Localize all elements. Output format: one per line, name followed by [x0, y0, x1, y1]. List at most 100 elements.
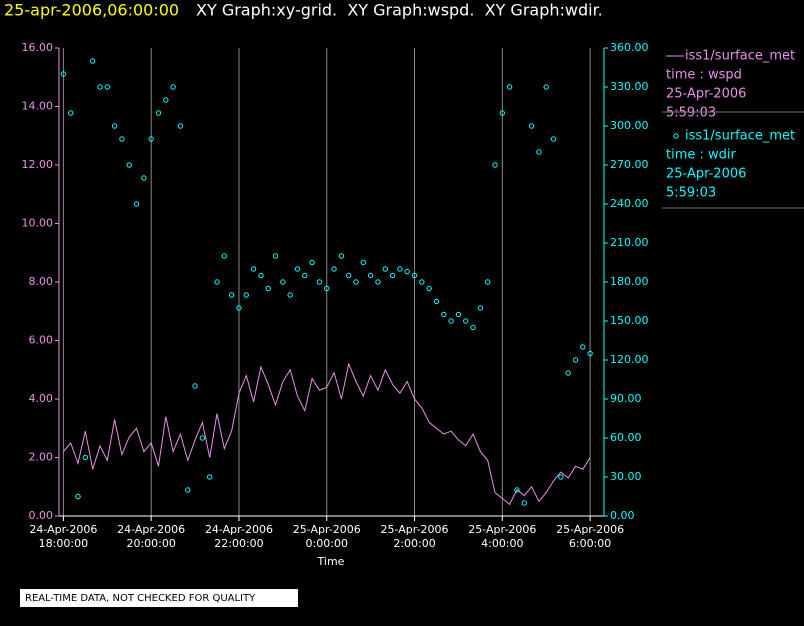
data-point — [214, 279, 220, 285]
data-point — [206, 474, 213, 480]
legend-field: time : wdir — [666, 148, 737, 163]
x-tick-label: 24-Apr-2006 — [117, 523, 185, 536]
data-point — [506, 84, 513, 90]
legend-name: iss1/surface_met — [685, 129, 795, 144]
data-point — [133, 201, 140, 207]
data-point — [111, 123, 118, 129]
note-box — [20, 589, 298, 607]
y2-tick-label: 180.00 — [610, 275, 649, 288]
data-point — [470, 324, 476, 331]
data-point — [221, 253, 228, 259]
data-point — [558, 474, 564, 480]
data-point — [580, 344, 586, 350]
data-point — [287, 292, 293, 298]
chart-title: XY Graph:xy-grid. XY Graph:wspd. XY Grap… — [196, 1, 603, 20]
data-point — [82, 454, 89, 461]
data-point — [360, 259, 367, 266]
data-point — [572, 357, 579, 363]
y2-tick-label: 360.00 — [610, 41, 649, 54]
data-point — [550, 136, 557, 142]
y2-tick-label: 330.00 — [610, 80, 649, 93]
data-point — [141, 175, 147, 181]
y-tick-label: 12.00 — [22, 158, 54, 171]
y-tick-label: 10.00 — [22, 217, 54, 230]
y-tick-label: 8.00 — [29, 275, 54, 288]
data-point — [441, 311, 447, 318]
y2-tick-label: 0.00 — [610, 509, 635, 522]
legend-time: 5:59:03 — [666, 186, 716, 201]
data-point — [302, 272, 308, 279]
x-tick-label: 25-Apr-2006 — [468, 523, 536, 536]
data-point — [97, 84, 103, 90]
data-point — [338, 253, 345, 259]
y-tick-label: 6.00 — [29, 334, 54, 347]
y2-tick-label: 210.00 — [610, 236, 649, 249]
data-point — [89, 58, 96, 64]
data-point — [543, 84, 549, 90]
y2-tick-label: 300.00 — [610, 119, 649, 132]
legend-field: time : wspd — [666, 68, 742, 83]
x-tick-label: 0:00:00 — [306, 537, 348, 550]
timestamp: 25-apr-2006,06:00:00 — [4, 1, 179, 20]
x-tick-label: 24-Apr-2006 — [29, 523, 97, 536]
x-tick-label: 24-Apr-2006 — [205, 523, 273, 536]
x-tick-label: 4:00:00 — [481, 537, 523, 550]
data-point — [331, 266, 337, 272]
data-point — [499, 110, 506, 116]
x-tick-label: 18:00:00 — [39, 537, 88, 550]
data-point — [163, 97, 169, 103]
data-point — [236, 305, 242, 311]
data-point — [324, 285, 330, 292]
legend-time: 5:59:03 — [666, 106, 716, 121]
data-point — [185, 487, 191, 493]
data-point — [367, 272, 374, 279]
data-point — [258, 272, 264, 279]
data-point — [528, 123, 535, 129]
x-tick-label: 22:00:00 — [214, 537, 263, 550]
y2-tick-label: 60.00 — [610, 431, 642, 444]
data-point — [521, 500, 527, 506]
data-point — [353, 279, 359, 285]
data-point — [389, 272, 396, 279]
data-point — [250, 266, 257, 272]
data-point — [280, 279, 286, 285]
data-point — [463, 318, 469, 324]
y2-tick-label: 90.00 — [610, 392, 642, 405]
data-point — [126, 162, 132, 168]
y-tick-label: 2.00 — [29, 451, 54, 464]
data-point — [404, 268, 410, 275]
data-point — [448, 318, 454, 324]
y2-tick-label: 120.00 — [610, 353, 649, 366]
data-point — [294, 266, 301, 272]
data-point — [455, 311, 462, 318]
data-point — [477, 305, 484, 311]
legend-marker — [673, 133, 679, 139]
data-point — [155, 110, 162, 116]
x-tick-label: 20:00:00 — [126, 537, 175, 550]
x-tick-label: 25-Apr-2006 — [293, 523, 361, 536]
x-tick-label: 2:00:00 — [393, 537, 435, 550]
data-point — [345, 272, 352, 279]
y2-tick-label: 30.00 — [610, 470, 642, 483]
y-tick-label: 4.00 — [29, 392, 54, 405]
data-point — [60, 71, 67, 77]
y2-tick-label: 270.00 — [610, 158, 649, 171]
data-point — [536, 149, 542, 155]
data-point — [426, 285, 432, 292]
data-point — [192, 383, 198, 389]
data-point — [272, 253, 279, 259]
y2-tick-label: 150.00 — [610, 314, 649, 327]
note: REAL-TIME DATA, NOT CHECKED FOR QUALITY — [25, 593, 256, 604]
x-axis-label: Time — [317, 555, 345, 568]
data-point — [587, 350, 593, 357]
data-point — [397, 266, 403, 272]
data-point — [309, 259, 315, 266]
x-tick-label: 6:00:00 — [569, 537, 611, 550]
data-point — [228, 292, 235, 298]
data-point — [170, 84, 176, 90]
x-tick-label: 25-Apr-2006 — [556, 523, 624, 536]
x-tick-label: 25-Apr-2006 — [381, 523, 449, 536]
y-tick-label: 16.00 — [22, 41, 54, 54]
data-point — [433, 298, 440, 305]
